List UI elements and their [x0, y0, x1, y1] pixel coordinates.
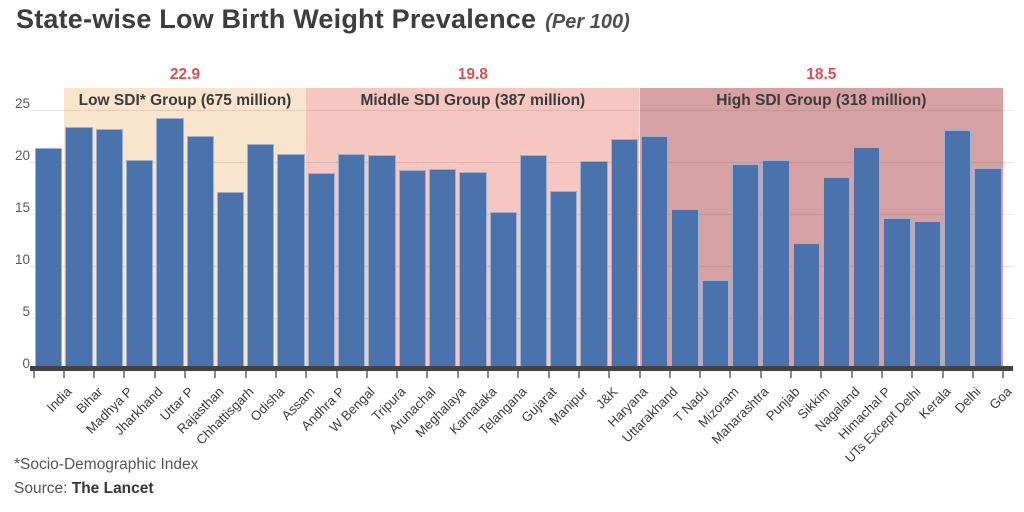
sdi-band-average-middle: 19.8: [457, 66, 488, 83]
x-axis-tick: [62, 371, 65, 378]
x-axis-tick: [941, 371, 944, 378]
x-axis-tick: [668, 371, 671, 378]
bar-arunachal: [398, 169, 426, 366]
x-axis-tick: [638, 371, 641, 378]
x-axis-tick: [971, 371, 974, 378]
x-axis-tick: [577, 371, 580, 378]
x-axis-tick: [729, 371, 732, 378]
x-axis-tick: [335, 371, 338, 378]
bar-gujarat: [519, 155, 548, 366]
bar-madhya-p: [95, 129, 123, 366]
y-tick-label-15: 15: [14, 199, 30, 215]
x-axis-tick: [456, 371, 459, 378]
gridline-25: [30, 110, 1013, 112]
title-row: State-wise Low Birth Weight Prevalence (P…: [16, 4, 630, 35]
bar-delhi: [944, 130, 972, 366]
page-title: State-wise Low Birth Weight Prevalence: [16, 4, 537, 34]
bar-kerala: [913, 220, 942, 366]
bar-tripura: [368, 155, 396, 366]
bar-maharashtra: [731, 164, 760, 366]
x-axis-tick: [396, 371, 399, 378]
sdi-band-label-high: High SDI Group (318 million): [716, 92, 927, 109]
bar-bihar: [65, 126, 93, 366]
sdi-band-label-low: Low SDI* Group (675 million): [78, 92, 292, 109]
x-axis-tick: [517, 371, 520, 378]
x-axis-tick: [850, 371, 853, 378]
x-axis-tick: [244, 371, 247, 378]
x-axis-tick: [759, 371, 762, 378]
x-axis-tick: [365, 371, 368, 378]
bar-j-k: [580, 161, 608, 366]
source-line: Source: The Lancet: [14, 480, 154, 498]
bar-punjab: [762, 160, 790, 366]
bar-rajasthan: [186, 136, 214, 366]
y-tick-label-10: 10: [14, 251, 30, 267]
page-title-unit: (Per 100): [545, 11, 630, 33]
bar-meghalaya: [428, 168, 457, 366]
bar-chhattisgarh: [216, 192, 245, 366]
bar-mizoram: [701, 279, 729, 366]
bar-india: [35, 147, 63, 366]
y-tick-label-25: 25: [14, 95, 30, 111]
x-axis-tick: [487, 371, 489, 378]
x-axis-tick: [32, 371, 35, 378]
x-axis-tick: [1002, 371, 1005, 378]
bar-manipur: [550, 191, 578, 366]
bar-nagaland: [822, 176, 851, 366]
bar-uts-except-delhi: [883, 218, 911, 366]
x-axis-tick: [153, 371, 156, 378]
x-axis-tick: [608, 371, 611, 378]
x-axis-line: [30, 366, 1013, 371]
sdi-band-label-middle: Middle SDI Group (387 million): [360, 92, 586, 109]
x-axis-tick: [305, 371, 308, 378]
bar-assam: [277, 153, 305, 366]
sdi-band-average-high: 18.5: [806, 66, 837, 83]
x-axis-tick: [547, 371, 550, 378]
bar-uttar-p: [156, 117, 184, 366]
x-axis-tick: [699, 371, 702, 378]
bar-goa: [974, 167, 1002, 366]
x-axis-tick: [123, 371, 126, 378]
y-tick-label-0: 0: [22, 355, 30, 371]
source-label: Source:: [14, 480, 68, 497]
x-axis-tick: [880, 371, 883, 378]
sdi-band-high: [639, 88, 1004, 366]
bar-andhra-p: [307, 172, 336, 366]
source-value: The Lancet: [71, 480, 154, 497]
bar-w-bengal: [338, 153, 366, 366]
bar-karnataka: [459, 171, 487, 366]
bar-t-nadu: [671, 209, 699, 366]
footnote: *Socio-Demographic Index: [14, 456, 199, 473]
bar-jharkhand: [125, 160, 154, 366]
bar-himachal-p: [853, 146, 881, 366]
bar-telangana: [489, 212, 517, 366]
sdi-band-average-low: 22.9: [169, 66, 201, 83]
y-tick-label-20: 20: [14, 147, 30, 163]
bar-sikkim: [792, 243, 820, 366]
x-axis-tick: [274, 371, 277, 378]
y-tick-label-5: 5: [22, 303, 30, 319]
x-axis-tick: [911, 371, 914, 378]
x-axis-tick: [93, 371, 96, 378]
x-axis-tick: [790, 371, 792, 378]
x-axis-tick: [214, 371, 217, 378]
x-axis-tick: [820, 371, 823, 378]
bar-haryana: [610, 139, 639, 366]
x-axis-tick: [184, 371, 186, 378]
bar-odisha: [247, 143, 275, 366]
bar-uttarakhand: [641, 136, 669, 366]
x-axis-tick: [426, 371, 429, 378]
